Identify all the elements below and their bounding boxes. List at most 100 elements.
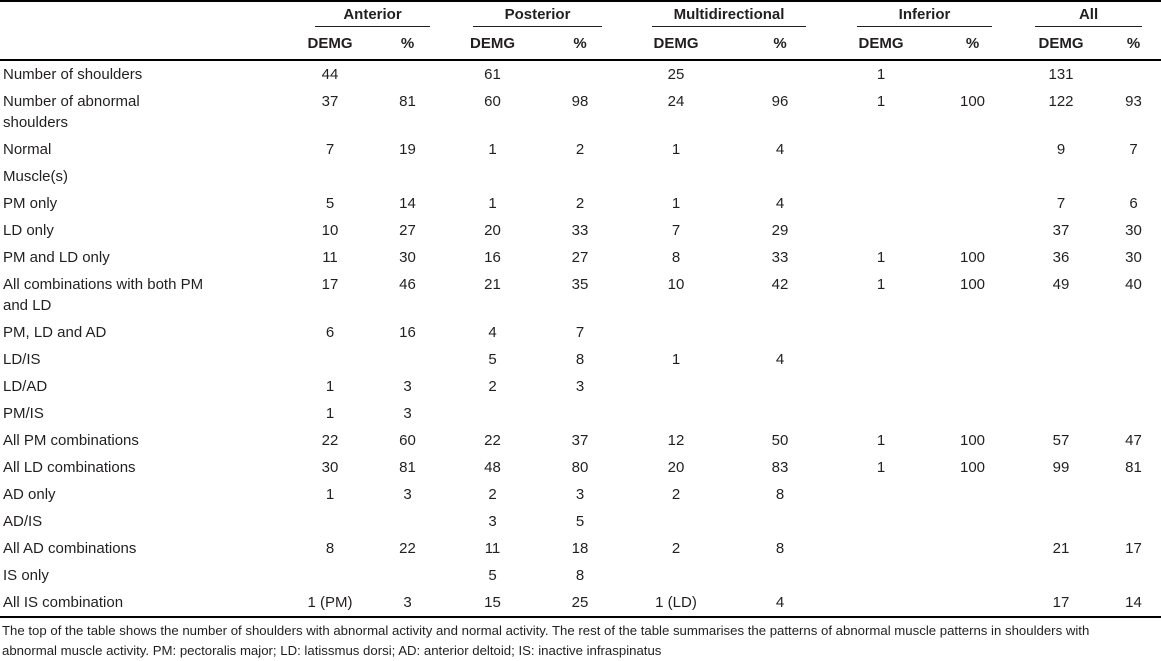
row-label: Number of abnormal shoulders: [3, 93, 140, 131]
data-cell: 10: [321, 222, 339, 239]
data-cell: 47: [1125, 432, 1142, 449]
data-cell: [450, 400, 535, 427]
data-cell: [365, 562, 450, 589]
data-cell: 1: [325, 378, 335, 395]
data-cell: 21: [1052, 540, 1070, 557]
data-cell: 1: [876, 432, 886, 449]
data-cell: 1: [876, 249, 886, 266]
table-row: All LD combinations 30 81 48 80 20 83 1 100 99 81: [0, 454, 1161, 481]
data-cell: 4: [775, 195, 785, 212]
data-cell: [727, 60, 833, 88]
data-cell: 21: [484, 276, 501, 293]
data-cell: 11: [322, 249, 338, 266]
data-cell: 17: [1125, 540, 1142, 557]
data-cell: [295, 163, 365, 190]
data-cell: 12: [667, 432, 685, 449]
row-label: PM and LD only: [3, 249, 110, 266]
data-cell: [727, 400, 833, 427]
table-row: All IS combination 1 (PM) 3 15 25 1 (LD) 4 17 14: [0, 589, 1161, 617]
data-cell: [929, 508, 1016, 535]
data-cell: 1 (PM): [307, 594, 353, 611]
data-cell: [1106, 163, 1161, 190]
data-cell: 99: [1052, 459, 1070, 476]
data-cell: 131: [1048, 66, 1074, 83]
data-cell: [535, 60, 625, 88]
data-cell: 35: [571, 276, 589, 293]
row-label: LD/IS: [3, 351, 41, 368]
row-label-header-spacer: [0, 30, 295, 61]
data-cell: 50: [771, 432, 789, 449]
data-cell: 33: [571, 222, 589, 239]
data-cell: [1106, 346, 1161, 373]
table-row: Number of abnormal shoulders 37 81 60 98 24 96…: [0, 88, 1161, 136]
data-cell: 18: [571, 540, 589, 557]
data-cell: 49: [1052, 276, 1070, 293]
data-cell: [929, 319, 1016, 346]
data-cell: 2: [671, 540, 681, 557]
table-row: LD/IS 5 8 1 4: [0, 346, 1161, 373]
table-row: IS only 5 8: [0, 562, 1161, 589]
table-row: LD only 10 27 20 33 7 29 37 30: [0, 217, 1161, 244]
table-row: PM/IS 1 3: [0, 400, 1161, 427]
row-label: All combinations with both PM and LD: [3, 276, 204, 314]
data-cell: 11: [484, 540, 501, 557]
data-cell: [625, 163, 727, 190]
data-cell: [833, 163, 929, 190]
data-cell: 57: [1052, 432, 1070, 449]
table-row: AD/IS 3 5: [0, 508, 1161, 535]
data-cell: [1106, 319, 1161, 346]
data-cell: [1016, 163, 1106, 190]
table-row: All AD combinations 8 22 11 18 2 8 21 17: [0, 535, 1161, 562]
data-cell: [295, 508, 365, 535]
data-cell: [929, 373, 1016, 400]
data-cell: [625, 400, 727, 427]
data-cell: 42: [771, 276, 789, 293]
data-cell: [833, 373, 929, 400]
data-cell: [1016, 400, 1106, 427]
column-group-header: Anterior: [295, 1, 450, 30]
sub-header-row: DEMG% DEMG% DEMG% DEMG% DEMG%: [0, 30, 1161, 61]
column-group-header: Multidirectional: [625, 1, 833, 30]
row-label: All PM combinations: [3, 432, 139, 449]
data-cell: [1106, 481, 1161, 508]
data-cell: 1: [488, 195, 497, 212]
subcolumn-header-pct: %: [365, 30, 450, 61]
data-cell: [833, 562, 929, 589]
data-cell: 80: [571, 459, 589, 476]
data-cell: 6: [1129, 195, 1138, 212]
data-cell: 2: [575, 141, 585, 158]
data-cell: 1: [671, 351, 681, 368]
data-cell: [1106, 562, 1161, 589]
data-cell: 5: [488, 351, 497, 368]
data-cell: 30: [321, 459, 339, 476]
data-cell: 22: [321, 432, 339, 449]
emg-patterns-table: Anterior Posterior Multidirectional Inferio…: [0, 0, 1161, 618]
data-cell: 3: [575, 486, 585, 503]
data-cell: 14: [1125, 594, 1142, 611]
row-label: AD only: [3, 486, 56, 503]
data-cell: 61: [484, 66, 501, 83]
data-cell: [535, 163, 625, 190]
data-cell: 37: [571, 432, 589, 449]
data-cell: 100: [960, 432, 986, 449]
data-cell: 33: [771, 249, 789, 266]
data-cell: [727, 319, 833, 346]
data-cell: 30: [399, 249, 416, 266]
column-group-label: Inferior: [856, 5, 993, 27]
data-cell: 100: [960, 459, 986, 476]
row-label: PM/IS: [3, 405, 44, 422]
data-cell: 96: [771, 93, 789, 110]
data-cell: 17: [1052, 594, 1070, 611]
data-cell: [1016, 481, 1106, 508]
data-cell: 4: [775, 141, 785, 158]
data-cell: 1: [325, 405, 335, 422]
column-group-header: All: [1016, 1, 1161, 30]
data-cell: 1: [876, 459, 886, 476]
data-cell: 48: [484, 459, 501, 476]
data-cell: [833, 508, 929, 535]
data-cell: [833, 319, 929, 346]
data-cell: 24: [667, 93, 685, 110]
data-cell: 14: [399, 195, 416, 212]
data-cell: 7: [671, 222, 681, 239]
column-group-header: Inferior: [833, 1, 1016, 30]
